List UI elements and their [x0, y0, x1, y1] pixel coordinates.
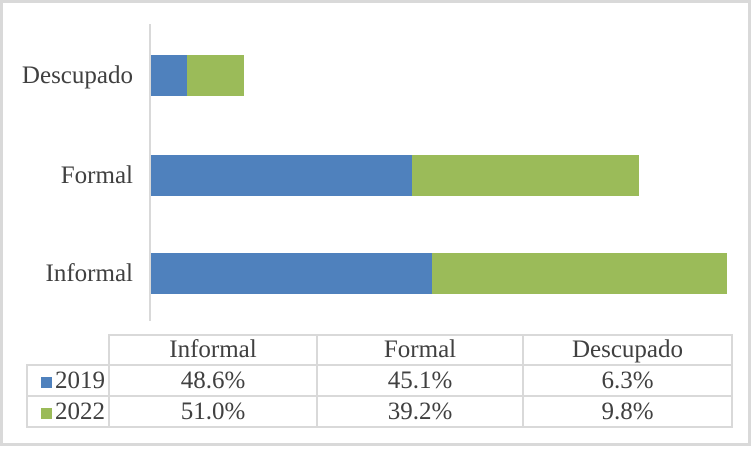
stacked-bar-descupado [151, 55, 244, 96]
legend-year-label-2019: 2019 [55, 366, 105, 394]
legend-cell-2019: 2019 [26, 364, 110, 397]
data-table: Informal Formal Descupado 2019 48.6% 45.1% 6.3… [26, 334, 733, 428]
data-table-container: Informal Formal Descupado 2019 48.6% 45.1% 6.3… [26, 334, 733, 428]
table-cell-2022-formal: 39.2% [316, 395, 524, 428]
legend-year-label-2022: 2022 [55, 397, 105, 425]
stacked-bar-informal [151, 253, 727, 294]
table-corner-cell [27, 335, 109, 365]
table-header-formal: Formal [316, 334, 524, 366]
bar-segment-2019-informal [151, 253, 432, 294]
bar-chart-plot-area: Descupado Formal Informal [3, 3, 748, 328]
legend-cell-2022: 2022 [26, 395, 110, 428]
bar-segment-2022-descupado [187, 55, 244, 96]
table-header-descupado: Descupado [522, 334, 733, 366]
table-cell-2022-descupado: 9.8% [522, 395, 733, 428]
table-cell-2019-informal: 48.6% [108, 364, 318, 397]
bar-segment-2019-descupado [151, 55, 187, 96]
table-header-row: Informal Formal Descupado [27, 334, 733, 366]
table-cell-2019-formal: 45.1% [316, 364, 524, 397]
stacked-bar-formal [151, 155, 639, 196]
table-header-informal: Informal [108, 334, 318, 366]
table-cell-2019-descupado: 6.3% [522, 364, 733, 397]
category-label-descupado: Descupado [21, 61, 133, 89]
category-label-informal: Informal [45, 259, 133, 287]
table-cell-2022-informal: 51.0% [108, 395, 318, 428]
bar-segment-2022-formal [412, 155, 639, 196]
bar-segment-2022-informal [432, 253, 727, 294]
category-label-formal: Formal [60, 161, 133, 189]
table-row-2022: 2022 51.0% 39.2% 9.8% [26, 395, 733, 428]
table-row-2019: 2019 48.6% 45.1% 6.3% [26, 364, 733, 397]
category-axis-line [149, 24, 151, 321]
legend-swatch-2019 [41, 376, 52, 388]
bar-segment-2019-formal [151, 155, 412, 196]
legend-swatch-2022 [41, 407, 52, 419]
